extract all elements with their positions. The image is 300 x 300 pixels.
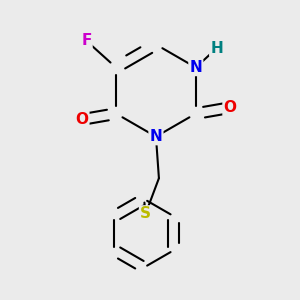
- Text: O: O: [224, 100, 236, 115]
- Text: H: H: [210, 41, 223, 56]
- Text: O: O: [75, 112, 88, 127]
- Text: S: S: [140, 206, 151, 221]
- Text: F: F: [81, 33, 92, 48]
- Text: N: N: [150, 129, 162, 144]
- Text: N: N: [190, 60, 202, 75]
